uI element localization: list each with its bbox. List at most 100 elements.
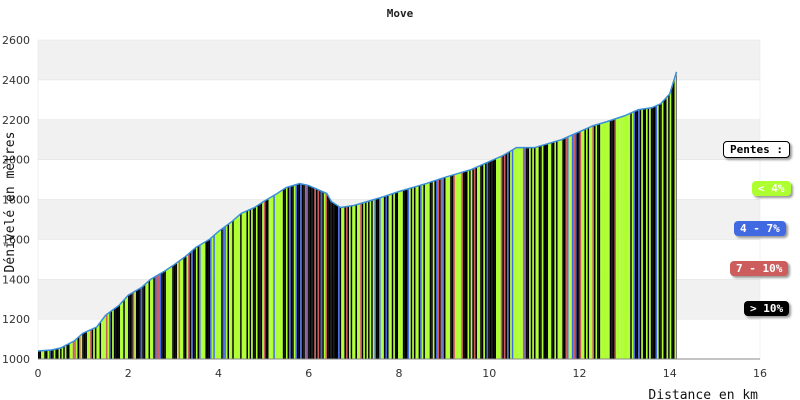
slope-bar xyxy=(210,238,212,359)
slope-bar xyxy=(271,196,274,359)
slope-bar xyxy=(55,349,57,359)
slope-bar xyxy=(199,245,201,359)
slope-bar xyxy=(158,274,160,359)
x-tick-labels: 0 2 4 6 8 10 12 14 16 xyxy=(35,367,768,380)
slope-bar xyxy=(641,109,643,359)
slope-bar xyxy=(390,194,392,359)
slope-bar xyxy=(77,337,80,359)
slope-bar xyxy=(221,228,223,359)
slope-bar xyxy=(445,176,448,359)
slope-bar xyxy=(124,298,127,359)
slope-bar xyxy=(652,107,654,360)
slope-bar xyxy=(347,206,350,359)
slope-bar xyxy=(180,259,182,359)
slope-bar xyxy=(112,309,114,359)
slope-bar xyxy=(137,289,140,359)
slope-bar xyxy=(372,199,375,359)
slope-bar xyxy=(516,147,519,359)
y-tick-label: 1600 xyxy=(2,233,30,246)
slope-bar xyxy=(518,147,520,359)
slope-bar xyxy=(352,205,354,359)
slope-bar xyxy=(304,184,307,359)
slope-bar xyxy=(612,119,615,359)
slope-bar xyxy=(597,124,599,359)
slope-bar xyxy=(614,118,617,360)
slope-bar xyxy=(627,114,629,359)
slope-bar xyxy=(657,105,659,359)
slope-bar xyxy=(669,91,672,359)
slope-bar xyxy=(61,347,64,359)
slope-bar xyxy=(407,188,410,359)
slope-bar xyxy=(79,335,81,359)
slope-bar xyxy=(526,147,528,359)
profile-line xyxy=(37,71,678,352)
slope-bar xyxy=(551,142,553,359)
slope-bar xyxy=(44,350,46,359)
slope-bar xyxy=(93,328,95,359)
slope-bar xyxy=(642,108,645,359)
slope-bar xyxy=(161,272,163,359)
slope-bar xyxy=(396,192,399,359)
slope-bar xyxy=(399,191,402,359)
slope-bar xyxy=(508,151,511,359)
slope-bar xyxy=(52,349,54,359)
slope-bar xyxy=(170,266,173,359)
slope-bar xyxy=(68,343,70,359)
slope-bar xyxy=(459,172,462,359)
slope-bar xyxy=(327,195,329,359)
slope-bar xyxy=(251,208,253,359)
slope-bar xyxy=(109,312,111,359)
slope-bar xyxy=(374,199,376,359)
slope-bar xyxy=(142,286,144,359)
slope-bar xyxy=(486,162,489,359)
slope-bar xyxy=(358,203,361,359)
slope-bar xyxy=(604,121,607,360)
slope-bar xyxy=(423,184,425,359)
slope-bar xyxy=(589,127,591,360)
slope-bar xyxy=(559,140,561,359)
legend-item-gt10: > 10% xyxy=(744,301,790,316)
slope-bar xyxy=(148,280,151,359)
slope-bar xyxy=(481,164,484,359)
legend-title: Pentes : xyxy=(723,141,790,158)
y-tick-label: 1800 xyxy=(2,194,30,207)
slope-bar xyxy=(99,322,102,359)
slope-bar xyxy=(345,206,348,359)
slope-bar xyxy=(295,184,298,359)
slope-bar xyxy=(529,147,531,359)
slope-bar xyxy=(514,147,517,359)
slope-bar xyxy=(533,147,536,359)
slope-bar xyxy=(60,347,62,359)
slope-bar xyxy=(338,206,340,359)
slope-bar xyxy=(601,122,604,359)
slope-bar xyxy=(478,165,481,359)
slope-bar xyxy=(208,239,211,359)
slope-bar xyxy=(183,257,185,359)
x-tick-label: 14 xyxy=(663,367,677,380)
slope-bar xyxy=(219,229,222,359)
slope-bar xyxy=(410,187,413,359)
slope-bar xyxy=(334,204,337,359)
slope-bar xyxy=(289,186,291,359)
slope-bar xyxy=(279,191,282,359)
slope-bar xyxy=(489,161,492,359)
slope-bar xyxy=(85,331,87,359)
slope-bar xyxy=(200,244,203,359)
slope-bar xyxy=(276,193,279,359)
slope-bar xyxy=(257,205,260,359)
slope-bar xyxy=(391,193,394,359)
slope-bar xyxy=(361,202,364,359)
slope-bar xyxy=(578,131,580,359)
slope-bar xyxy=(315,189,318,359)
slope-bar xyxy=(39,350,42,359)
slope-bar xyxy=(232,220,234,359)
slope-bar xyxy=(437,179,440,359)
slope-bar xyxy=(105,314,108,359)
slope-bar xyxy=(49,350,51,359)
slope-bar xyxy=(69,342,72,359)
slope-bar xyxy=(418,185,421,359)
slope-bar xyxy=(120,303,122,359)
slope-bar xyxy=(649,108,651,360)
slope-bar xyxy=(477,166,479,359)
slope-bar xyxy=(75,338,78,359)
